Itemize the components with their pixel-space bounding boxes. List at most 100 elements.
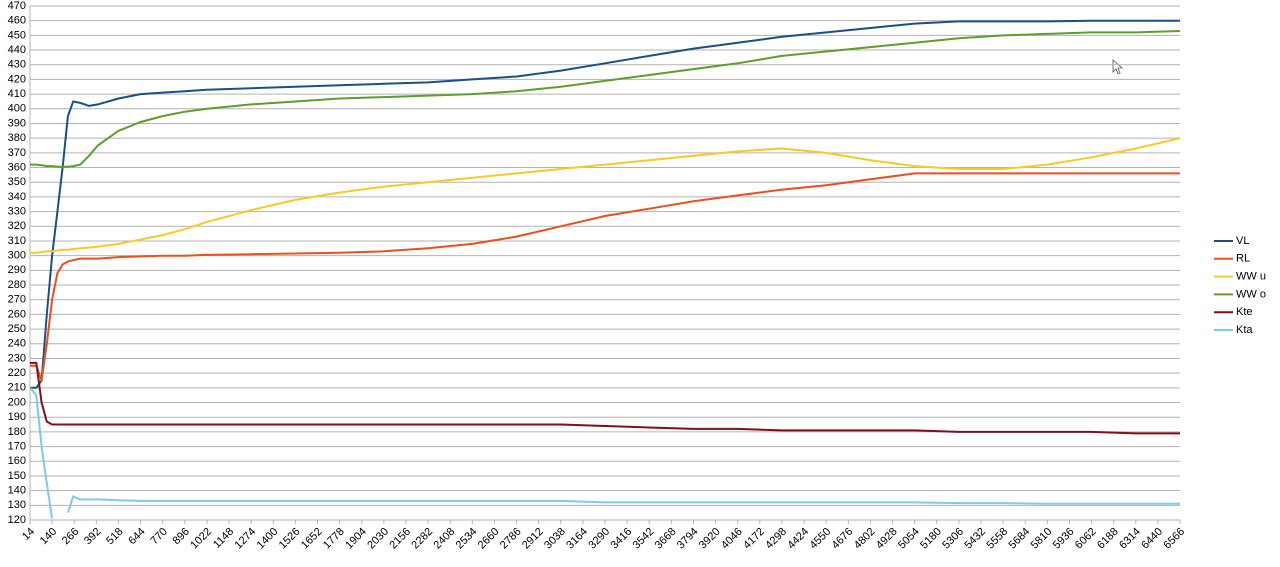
legend-label: Kta (1236, 324, 1253, 336)
x-tick-label: 2660 (476, 526, 502, 552)
x-tick-label: 6314 (1117, 526, 1143, 552)
x-tick-label: 3164 (564, 526, 590, 552)
y-tick-label: 310 (8, 235, 26, 247)
y-tick-label: 260 (8, 308, 26, 320)
y-tick-label: 150 (8, 470, 26, 482)
x-tick-label: 1778 (321, 526, 347, 552)
x-tick-label: 2282 (409, 526, 435, 552)
y-tick-label: 250 (8, 323, 26, 335)
series-line (30, 172, 1180, 381)
x-tick-label: 3290 (586, 526, 612, 552)
x-tick-label: 5684 (1007, 526, 1033, 552)
x-tick-label: 5432 (962, 526, 988, 552)
mouse-cursor (1112, 59, 1124, 75)
x-tick-label: 14 (20, 526, 37, 543)
x-tick-label: 3038 (542, 526, 568, 552)
x-tick-label: 4802 (852, 526, 878, 552)
x-tick-label: 140 (38, 526, 59, 547)
x-tick-label: 2534 (454, 526, 480, 552)
series-line (30, 361, 1180, 435)
y-tick-label: 340 (8, 191, 26, 203)
y-tick-label: 210 (8, 382, 26, 394)
x-tick-label: 1274 (233, 526, 259, 552)
x-tick-label: 2408 (432, 526, 458, 552)
x-tick-label: 518 (104, 526, 125, 547)
x-tick-label: 2786 (498, 526, 524, 552)
y-tick-label: 290 (8, 264, 26, 276)
x-tick-label: 3794 (675, 526, 701, 552)
y-tick-label: 240 (8, 338, 26, 350)
series-line (30, 19, 1180, 389)
x-tick-label: 5558 (984, 526, 1010, 552)
legend-label: RL (1236, 253, 1250, 265)
x-tick-label: 1148 (211, 526, 236, 551)
x-tick-label: 644 (126, 526, 147, 547)
legend-label: WW o (1236, 288, 1266, 300)
x-tick-label: 5180 (918, 526, 944, 552)
x-tick-label: 4046 (719, 526, 745, 552)
x-tick-label: 5810 (1029, 526, 1055, 552)
x-tick-label: 5936 (1051, 526, 1077, 552)
y-tick-label: 130 (8, 499, 26, 511)
x-tick-label: 3542 (631, 526, 657, 552)
x-tick-label: 4298 (763, 526, 789, 552)
x-tick-label: 1904 (343, 526, 369, 552)
y-tick-label: 360 (8, 161, 26, 173)
y-tick-label: 190 (8, 411, 26, 423)
x-tick-label: 5054 (896, 526, 922, 552)
x-tick-label: 2030 (365, 526, 391, 552)
y-tick-label: 280 (8, 279, 26, 291)
y-tick-label: 390 (8, 117, 26, 129)
y-tick-label: 470 (8, 0, 26, 12)
legend-label: VL (1236, 235, 1249, 247)
y-tick-label: 450 (8, 29, 26, 41)
y-tick-label: 430 (8, 59, 26, 71)
y-tick-label: 440 (8, 44, 26, 56)
x-tick-label: 5306 (940, 526, 966, 552)
series-line (30, 30, 1181, 168)
x-tick-label: 6062 (1073, 526, 1099, 552)
x-tick-label: 6566 (1161, 526, 1187, 552)
x-tick-label: 6188 (1095, 526, 1121, 552)
x-tick-label: 6440 (1139, 526, 1165, 552)
x-tick-label: 1022 (188, 526, 214, 552)
series-line (29, 387, 1180, 519)
y-tick-label: 270 (8, 294, 26, 306)
x-tick-label: 2156 (387, 526, 413, 552)
x-tick-label: 4928 (874, 526, 900, 552)
y-tick-label: 410 (8, 88, 26, 100)
x-tick-label: 4424 (785, 526, 811, 552)
y-tick-label: 380 (8, 132, 26, 144)
y-tick-label: 140 (8, 485, 26, 497)
x-tick-label: 3416 (608, 526, 634, 552)
y-tick-label: 370 (8, 147, 26, 159)
y-tick-label: 300 (8, 250, 26, 262)
x-tick-label: 1652 (299, 526, 325, 552)
legend-label: Kte (1236, 306, 1253, 318)
y-tick-label: 400 (8, 103, 26, 115)
y-tick-label: 120 (8, 514, 26, 526)
x-tick-label: 3668 (653, 526, 679, 552)
y-tick-label: 460 (8, 15, 26, 27)
legend-label: WW u (1236, 271, 1266, 283)
y-tick-label: 320 (8, 220, 26, 232)
x-tick-label: 3920 (697, 526, 723, 552)
y-tick-label: 200 (8, 396, 26, 408)
x-tick-label: 4676 (830, 526, 856, 552)
x-tick-label: 1400 (255, 526, 281, 552)
x-tick-label: 266 (60, 526, 81, 547)
x-tick-label: 2912 (520, 526, 546, 552)
y-tick-label: 230 (8, 352, 26, 364)
y-tick-label: 170 (8, 440, 26, 452)
x-tick-label: 392 (82, 526, 103, 547)
x-tick-label: 1526 (277, 526, 303, 552)
y-tick-label: 220 (8, 367, 26, 379)
x-tick-label: 4550 (808, 526, 834, 552)
series-line (30, 137, 1181, 254)
y-tick-label: 350 (8, 176, 26, 188)
x-tick-label: 4172 (741, 526, 767, 552)
y-tick-label: 160 (8, 455, 26, 467)
y-tick-label: 180 (8, 426, 26, 438)
